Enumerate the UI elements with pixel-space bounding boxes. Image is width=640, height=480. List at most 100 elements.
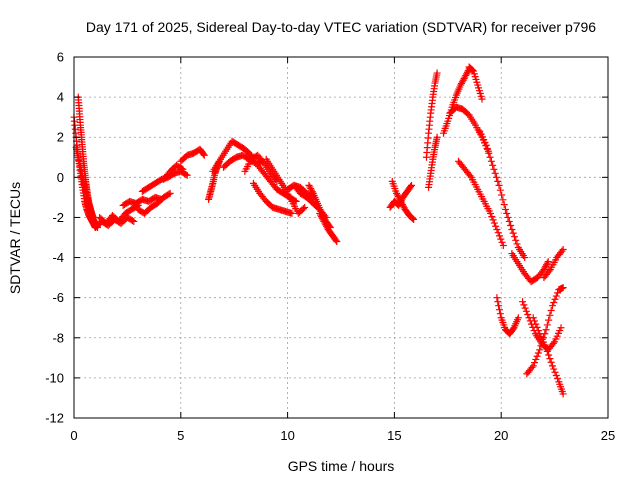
data-point bbox=[466, 172, 474, 180]
data-point bbox=[492, 222, 500, 230]
data-point bbox=[521, 254, 529, 262]
data-point bbox=[490, 165, 498, 173]
data-point bbox=[316, 211, 324, 219]
data-point bbox=[549, 339, 557, 347]
data-point bbox=[319, 216, 327, 224]
data-point bbox=[495, 306, 503, 314]
data-point bbox=[552, 292, 560, 300]
data-point bbox=[129, 217, 137, 225]
data-point bbox=[321, 219, 329, 227]
data-point bbox=[484, 145, 492, 153]
series-arc-28 bbox=[454, 157, 507, 250]
series-arc-31 bbox=[493, 294, 522, 338]
data-point bbox=[288, 209, 296, 217]
data-point bbox=[551, 295, 559, 303]
data-point bbox=[462, 71, 470, 79]
data-point bbox=[182, 171, 190, 179]
data-point bbox=[395, 194, 403, 202]
data-point bbox=[183, 171, 191, 179]
data-point bbox=[407, 183, 415, 191]
data-point bbox=[545, 316, 553, 324]
y-tick-label: -12 bbox=[45, 411, 64, 426]
data-point bbox=[532, 355, 540, 363]
data-point bbox=[508, 225, 516, 233]
x-tick-label: 0 bbox=[70, 428, 77, 443]
data-point bbox=[547, 358, 555, 366]
data-point bbox=[408, 214, 416, 222]
data-point bbox=[554, 289, 562, 297]
data-point bbox=[519, 298, 527, 306]
series-arc-35 bbox=[529, 314, 567, 398]
y-tick-label: 0 bbox=[57, 170, 64, 185]
data-point bbox=[489, 216, 497, 224]
data-point bbox=[529, 362, 537, 370]
data-point bbox=[536, 346, 544, 354]
x-axis-title: GPS time / hours bbox=[288, 458, 395, 474]
data-point bbox=[554, 375, 562, 383]
data-point bbox=[542, 326, 550, 334]
data-point bbox=[543, 321, 551, 329]
data-point bbox=[541, 264, 549, 272]
data-point bbox=[551, 368, 559, 376]
data-point bbox=[409, 215, 417, 223]
data-point bbox=[488, 213, 496, 221]
x-tick-label: 25 bbox=[601, 428, 615, 443]
data-point bbox=[463, 70, 471, 78]
data-point bbox=[542, 261, 550, 269]
data-point bbox=[552, 371, 560, 379]
data-point bbox=[199, 150, 207, 158]
data-point bbox=[494, 177, 502, 185]
series-arc-07 bbox=[134, 189, 174, 217]
data-point bbox=[529, 314, 537, 322]
data-point bbox=[500, 201, 508, 209]
data-point bbox=[498, 191, 506, 199]
data-point bbox=[397, 197, 405, 205]
data-point bbox=[489, 161, 497, 169]
grid-lines bbox=[74, 57, 608, 418]
data-point bbox=[407, 181, 415, 189]
y-tick-label: 2 bbox=[57, 130, 64, 145]
data-point bbox=[459, 76, 467, 84]
data-point bbox=[520, 301, 528, 309]
data-point bbox=[308, 186, 316, 194]
data-point bbox=[485, 149, 493, 157]
series-arc-03 bbox=[72, 143, 97, 221]
data-point bbox=[399, 201, 407, 209]
data-point bbox=[306, 183, 314, 191]
data-point bbox=[499, 242, 507, 250]
series-arc-24 bbox=[422, 69, 441, 161]
data-point bbox=[543, 259, 551, 267]
data-point bbox=[505, 217, 513, 225]
data-point bbox=[393, 191, 401, 199]
series-arc-09 bbox=[160, 161, 187, 183]
data-point bbox=[493, 225, 501, 233]
y-tick-label: -10 bbox=[45, 370, 64, 385]
data-point bbox=[531, 359, 539, 367]
data-point bbox=[558, 247, 566, 255]
data-point bbox=[246, 150, 254, 158]
data-point bbox=[512, 236, 520, 244]
data-point bbox=[301, 203, 309, 211]
x-tick-label: 5 bbox=[177, 428, 184, 443]
data-point bbox=[178, 165, 186, 173]
data-point bbox=[513, 240, 521, 248]
data-point bbox=[546, 355, 554, 363]
data-point bbox=[521, 304, 529, 312]
series-arc-06 bbox=[119, 193, 166, 209]
data-point bbox=[528, 363, 536, 371]
axes: 0 5 10 15 20 25 -12 -10 -8 -6 -4 -2 0 2 4 6 bbox=[45, 50, 615, 444]
data-point bbox=[398, 199, 406, 207]
data-point bbox=[433, 69, 441, 77]
data-point bbox=[394, 193, 402, 201]
data-point bbox=[316, 209, 324, 217]
data-point bbox=[463, 68, 471, 76]
series-arc-34 bbox=[523, 284, 567, 378]
data-point bbox=[308, 188, 316, 196]
series-arc-21 bbox=[316, 209, 341, 246]
data-point bbox=[543, 347, 551, 355]
data-point bbox=[486, 153, 494, 161]
series-arc-30 bbox=[476, 127, 529, 262]
data-point bbox=[495, 181, 503, 189]
